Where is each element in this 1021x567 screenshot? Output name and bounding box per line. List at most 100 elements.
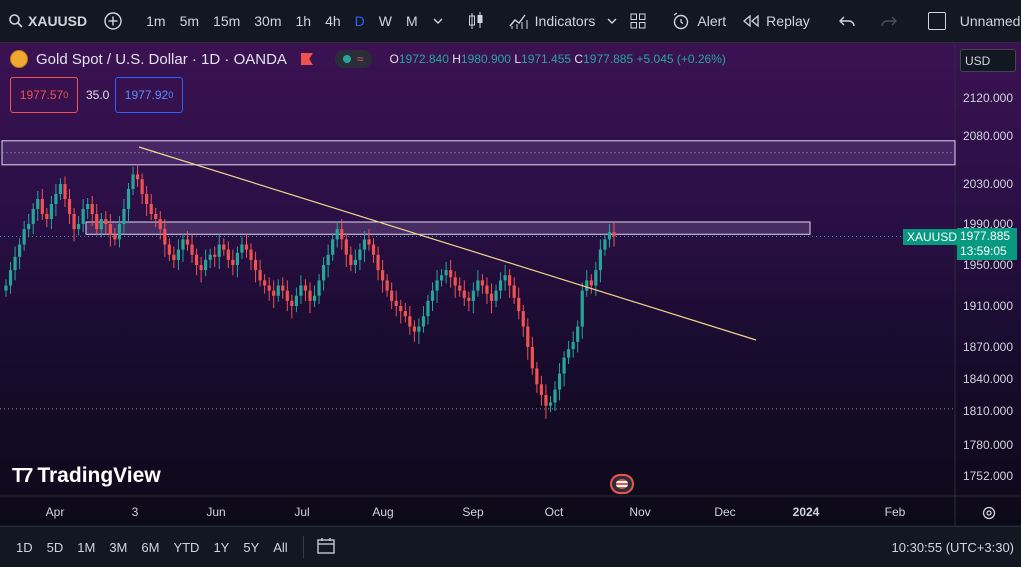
replay-label: Replay bbox=[766, 13, 810, 29]
candle-body bbox=[553, 389, 557, 403]
chevron-down-icon bbox=[433, 18, 443, 24]
axis-settings-button[interactable] bbox=[981, 505, 997, 526]
candle-body bbox=[181, 239, 185, 250]
replay-button[interactable]: Replay bbox=[734, 0, 818, 42]
currency-selector[interactable]: USD bbox=[960, 49, 1016, 72]
chart-pane[interactable] bbox=[0, 43, 1021, 525]
timeframe-15m[interactable]: 15m bbox=[213, 13, 241, 29]
timeframe-1h[interactable]: 1h bbox=[295, 13, 312, 29]
low-label: L bbox=[514, 52, 522, 66]
timeframe-dropdown[interactable] bbox=[425, 0, 451, 42]
layout-button[interactable]: Unnamed bbox=[918, 0, 1021, 42]
candle-body bbox=[108, 224, 112, 235]
time-axis-label: Jun bbox=[206, 505, 226, 519]
timeframe-5m[interactable]: 5m bbox=[179, 13, 200, 29]
candle-body bbox=[376, 254, 380, 271]
candle-body bbox=[86, 204, 90, 209]
candle-body bbox=[585, 280, 589, 291]
price-chart[interactable] bbox=[0, 43, 1021, 525]
candle-body bbox=[303, 285, 308, 291]
economic-event-icon[interactable] bbox=[610, 474, 634, 494]
flag-icon[interactable] bbox=[300, 53, 313, 65]
candle-body bbox=[426, 300, 430, 317]
candle-body bbox=[45, 214, 49, 219]
timeframe-w[interactable]: W bbox=[378, 13, 392, 29]
calendar-icon bbox=[317, 537, 335, 554]
candle-body bbox=[349, 254, 353, 265]
range-1m[interactable]: 1M bbox=[77, 539, 96, 555]
candle-body bbox=[226, 249, 230, 260]
time-axis-label: Feb bbox=[884, 505, 906, 519]
timeframe-30m[interactable]: 30m bbox=[254, 13, 282, 29]
candle-body bbox=[18, 244, 22, 257]
indicators-label: Indicators bbox=[534, 13, 596, 29]
close-label: C bbox=[574, 52, 584, 66]
candle-body bbox=[176, 249, 181, 260]
change-value: +5.045 (+0.26%) bbox=[636, 52, 726, 66]
open-label: O bbox=[389, 52, 399, 66]
candle-body bbox=[521, 311, 525, 327]
indicators-dropdown[interactable] bbox=[603, 0, 621, 42]
gold-coin-icon bbox=[10, 50, 28, 68]
candle-body bbox=[548, 402, 553, 406]
candle-body bbox=[54, 194, 58, 204]
time-axis-label: Oct bbox=[544, 505, 564, 519]
candle-body bbox=[331, 239, 335, 255]
market-status-badge[interactable]: ≈ bbox=[334, 50, 372, 68]
candle-body bbox=[326, 254, 330, 265]
buy-price: 1977.92 bbox=[124, 88, 169, 102]
timeframe-d[interactable]: D bbox=[354, 13, 365, 29]
compare-button[interactable] bbox=[95, 0, 131, 42]
timeframe-m[interactable]: M bbox=[406, 13, 418, 29]
indicators-button[interactable]: Indicators bbox=[501, 0, 604, 42]
sell-button[interactable]: 1977.57 0 bbox=[10, 77, 78, 113]
time-axis-label: Dec bbox=[714, 505, 736, 519]
candle-body bbox=[589, 280, 593, 286]
candle-body bbox=[567, 349, 571, 358]
alert-button[interactable]: Alert bbox=[663, 0, 734, 42]
candle-body bbox=[390, 290, 394, 301]
candle-body bbox=[544, 395, 548, 406]
range-ytd[interactable]: YTD bbox=[173, 539, 200, 555]
timezone-clock[interactable]: 10:30:55 (UTC+3:30) bbox=[891, 539, 1014, 555]
candle-body bbox=[99, 219, 103, 230]
candle-body bbox=[485, 285, 489, 294]
goto-date-button[interactable] bbox=[312, 537, 340, 558]
undo-button[interactable] bbox=[826, 0, 868, 42]
candle-body bbox=[517, 297, 521, 312]
market-open-dot-icon bbox=[342, 55, 351, 63]
candle-body bbox=[562, 357, 566, 374]
timeframe-1m[interactable]: 1m bbox=[146, 13, 166, 29]
range-5y[interactable]: 5Y bbox=[243, 539, 260, 555]
symbol-search[interactable]: XAUUSD bbox=[0, 0, 95, 42]
candle-body bbox=[267, 285, 271, 291]
candle-body bbox=[290, 300, 294, 306]
undo-icon bbox=[838, 16, 855, 27]
candle-body bbox=[371, 244, 376, 255]
candle-body bbox=[476, 280, 480, 291]
templates-button[interactable] bbox=[621, 0, 655, 42]
range-6m[interactable]: 6M bbox=[141, 539, 160, 555]
timeframe-4h[interactable]: 4h bbox=[325, 13, 341, 29]
price-axis-label: 1810.000 bbox=[962, 404, 1013, 418]
range-all[interactable]: All bbox=[273, 539, 288, 555]
timeframe-group: 1m 5m 15m 30m 1h 4h D W M bbox=[139, 13, 425, 29]
high-value: 1980.900 bbox=[460, 52, 511, 66]
range-5d[interactable]: 5D bbox=[46, 539, 64, 555]
candle-body bbox=[453, 277, 457, 286]
candle-body bbox=[140, 179, 144, 194]
candle-body bbox=[72, 214, 76, 230]
candle-body bbox=[49, 204, 53, 219]
candle-body bbox=[81, 209, 85, 224]
candle-body bbox=[253, 259, 258, 271]
price-axis-label: 2120.000 bbox=[962, 91, 1013, 105]
chart-type-button[interactable] bbox=[459, 0, 493, 42]
time-axis-label: 2024 bbox=[792, 505, 820, 519]
candle-body bbox=[40, 199, 44, 214]
candle-body bbox=[67, 199, 72, 214]
buy-button[interactable]: 1977.92 0 bbox=[115, 77, 183, 113]
range-3m[interactable]: 3M bbox=[109, 539, 128, 555]
range-1d[interactable]: 1D bbox=[16, 539, 33, 555]
redo-button[interactable] bbox=[868, 0, 910, 42]
range-1y[interactable]: 1Y bbox=[213, 539, 230, 555]
